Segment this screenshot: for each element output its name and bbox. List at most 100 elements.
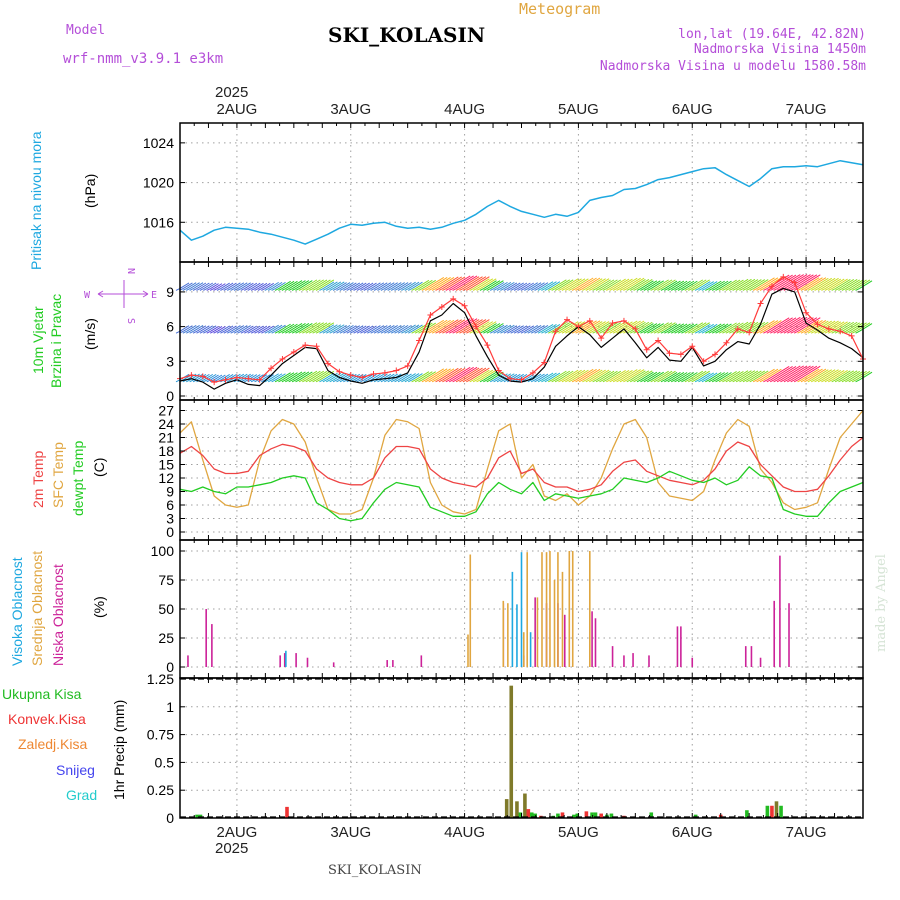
wind-barb-tail bbox=[421, 287, 427, 291]
wind-barb-tail bbox=[295, 379, 300, 383]
legend-conv-rain: Konvek.Kisa bbox=[8, 711, 86, 727]
wind-barb-tail bbox=[373, 379, 379, 383]
wind-barb-tail bbox=[189, 330, 194, 334]
wind-gust-marker bbox=[416, 337, 423, 344]
wind-barb-tail bbox=[612, 379, 618, 383]
wind-barb bbox=[367, 374, 377, 381]
wind-barb-tail bbox=[203, 330, 208, 334]
date-label-bottom: 3AUG bbox=[330, 824, 371, 841]
wind-barb bbox=[524, 325, 535, 332]
wind-barb bbox=[401, 373, 412, 381]
wind-barb-tail bbox=[418, 330, 423, 334]
wind-barb-tail bbox=[650, 287, 655, 291]
compass-east: E bbox=[151, 290, 157, 301]
date-label-bottom: 4AUG bbox=[444, 824, 485, 841]
wind-barb bbox=[640, 323, 654, 332]
date-label-top: 7AUG bbox=[786, 101, 827, 118]
wind-barb-tail bbox=[308, 287, 314, 291]
wind-barb-tail bbox=[339, 287, 345, 291]
date-label-bottom: 5AUG bbox=[558, 824, 599, 841]
wind-barb bbox=[299, 280, 313, 289]
wind-barb-tail bbox=[278, 379, 283, 383]
wind-barb bbox=[777, 274, 801, 289]
y-tick-label: 0 bbox=[166, 659, 174, 675]
wind-gust-marker bbox=[803, 309, 810, 316]
wind-barb bbox=[435, 277, 455, 289]
wind-barb-tail bbox=[247, 330, 252, 334]
wind-barb-tail bbox=[264, 379, 270, 383]
wind-barb-tail bbox=[558, 379, 563, 383]
date-label-top: 6AUG bbox=[672, 101, 713, 118]
wind-barb bbox=[470, 367, 490, 381]
wind-barb-tail bbox=[329, 379, 334, 383]
wind-barb bbox=[825, 278, 842, 289]
wind-barb-tail bbox=[845, 330, 850, 334]
temp-unit: (C) bbox=[91, 458, 107, 477]
wind-barb-tail bbox=[804, 330, 809, 334]
axes-layer: 1016102010240369036912151821242702550751… bbox=[143, 101, 864, 841]
wind-barb-tail bbox=[503, 330, 509, 334]
wind-barb-tail bbox=[370, 287, 375, 291]
wind-barb bbox=[777, 365, 801, 381]
temp-sfc-label: SFC Temp bbox=[50, 442, 66, 508]
wind-barb-tail bbox=[503, 287, 509, 291]
wind-barb bbox=[705, 281, 718, 289]
wind-barb bbox=[664, 323, 678, 332]
wind-barb bbox=[452, 275, 474, 289]
wind-barb-tail bbox=[483, 287, 488, 291]
wind-barb bbox=[695, 370, 710, 381]
wind-barb-tail bbox=[483, 379, 488, 383]
wind-barb-tail bbox=[828, 287, 833, 291]
wind-barb-tail bbox=[435, 379, 440, 383]
wind-barb bbox=[613, 278, 630, 289]
wind-barb bbox=[350, 325, 361, 332]
wind-barb-tail bbox=[390, 330, 396, 334]
wind-barb bbox=[603, 322, 618, 332]
wind-barb bbox=[510, 325, 521, 332]
wind-barb bbox=[336, 373, 347, 381]
wind-barb bbox=[811, 369, 829, 381]
precip-bar bbox=[504, 799, 509, 818]
wind-barb bbox=[616, 321, 633, 332]
wind-barb-tail bbox=[848, 330, 853, 334]
wind-barb bbox=[432, 277, 451, 289]
wind-barb-tail bbox=[411, 287, 416, 291]
wind-barb-tail bbox=[455, 287, 461, 291]
wind-barb bbox=[302, 370, 318, 381]
wind-barb bbox=[712, 323, 725, 332]
wind-barb bbox=[674, 280, 688, 289]
wind-barb bbox=[753, 321, 769, 332]
wind-barb-tail bbox=[322, 379, 328, 383]
wind-barb-tail bbox=[752, 379, 758, 383]
wind-barb bbox=[849, 370, 864, 381]
wind-barb bbox=[801, 277, 820, 289]
wind-barb bbox=[429, 368, 448, 381]
wind-barb-tail bbox=[565, 330, 570, 334]
wind-barb bbox=[592, 278, 610, 289]
wind-barb-tail bbox=[213, 287, 218, 291]
wind-barb-tail bbox=[247, 287, 252, 291]
wind-barb bbox=[442, 367, 462, 381]
wind-barb-tail bbox=[742, 379, 748, 383]
wind-barb-tail bbox=[445, 287, 451, 291]
legend-graupel: Grad bbox=[66, 787, 97, 803]
wind-barb bbox=[763, 320, 782, 332]
wind-barb-tail bbox=[401, 287, 406, 291]
wind-barb-tail bbox=[431, 330, 437, 334]
wind-barb bbox=[295, 322, 310, 332]
wind-barb bbox=[278, 323, 291, 332]
wind-barb bbox=[661, 322, 676, 332]
wind-barb-tail bbox=[397, 330, 403, 334]
precip-bar bbox=[745, 810, 749, 818]
wind-barb-tail bbox=[548, 379, 553, 383]
wind-gust-marker bbox=[768, 283, 775, 290]
wind-gust-marker bbox=[837, 328, 844, 335]
wind-gust-marker bbox=[290, 349, 297, 356]
wind-barb bbox=[753, 279, 769, 289]
wind-barb bbox=[449, 366, 471, 381]
wind-barb bbox=[691, 322, 707, 332]
wind-barb-tail bbox=[186, 330, 191, 334]
wind-barb-tail bbox=[752, 287, 758, 291]
wind-barb bbox=[787, 365, 811, 381]
wind-barb bbox=[548, 281, 561, 289]
